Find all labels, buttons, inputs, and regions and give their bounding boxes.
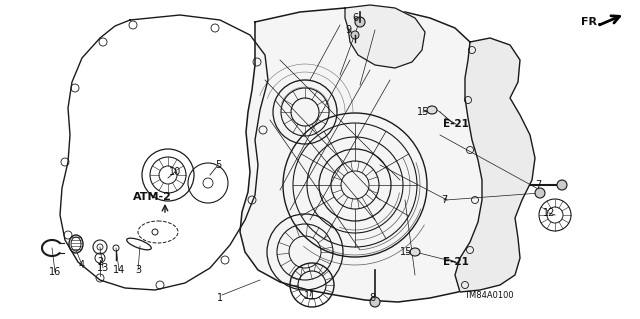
Text: 15: 15 [417,107,429,117]
Text: 8: 8 [369,293,375,303]
Text: E-21: E-21 [443,257,469,267]
Ellipse shape [427,106,437,114]
Text: FR.: FR. [580,17,601,27]
Text: ATM-2: ATM-2 [132,192,172,202]
Ellipse shape [410,248,420,256]
Polygon shape [240,8,505,302]
Text: 2: 2 [97,257,103,267]
Circle shape [351,31,359,39]
Polygon shape [60,15,268,290]
Text: 6: 6 [352,13,358,23]
Text: 7: 7 [535,180,541,190]
Text: 12: 12 [543,208,555,218]
Circle shape [355,17,365,27]
Text: 3: 3 [135,265,141,275]
Text: TM84A0100: TM84A0100 [464,291,514,300]
Circle shape [535,188,545,198]
Polygon shape [345,5,425,68]
Text: 5: 5 [215,160,221,170]
Text: 14: 14 [113,265,125,275]
Text: 10: 10 [169,167,181,177]
Text: 11: 11 [304,291,316,301]
Circle shape [557,180,567,190]
Text: E-21: E-21 [443,119,469,129]
Text: 13: 13 [97,263,109,273]
Polygon shape [455,38,535,292]
Text: 7: 7 [441,195,447,205]
Text: 9: 9 [345,25,351,35]
Circle shape [370,297,380,307]
Text: 16: 16 [49,267,61,277]
Text: 15: 15 [400,247,412,257]
Text: 1: 1 [217,293,223,303]
Text: 4: 4 [79,260,85,270]
